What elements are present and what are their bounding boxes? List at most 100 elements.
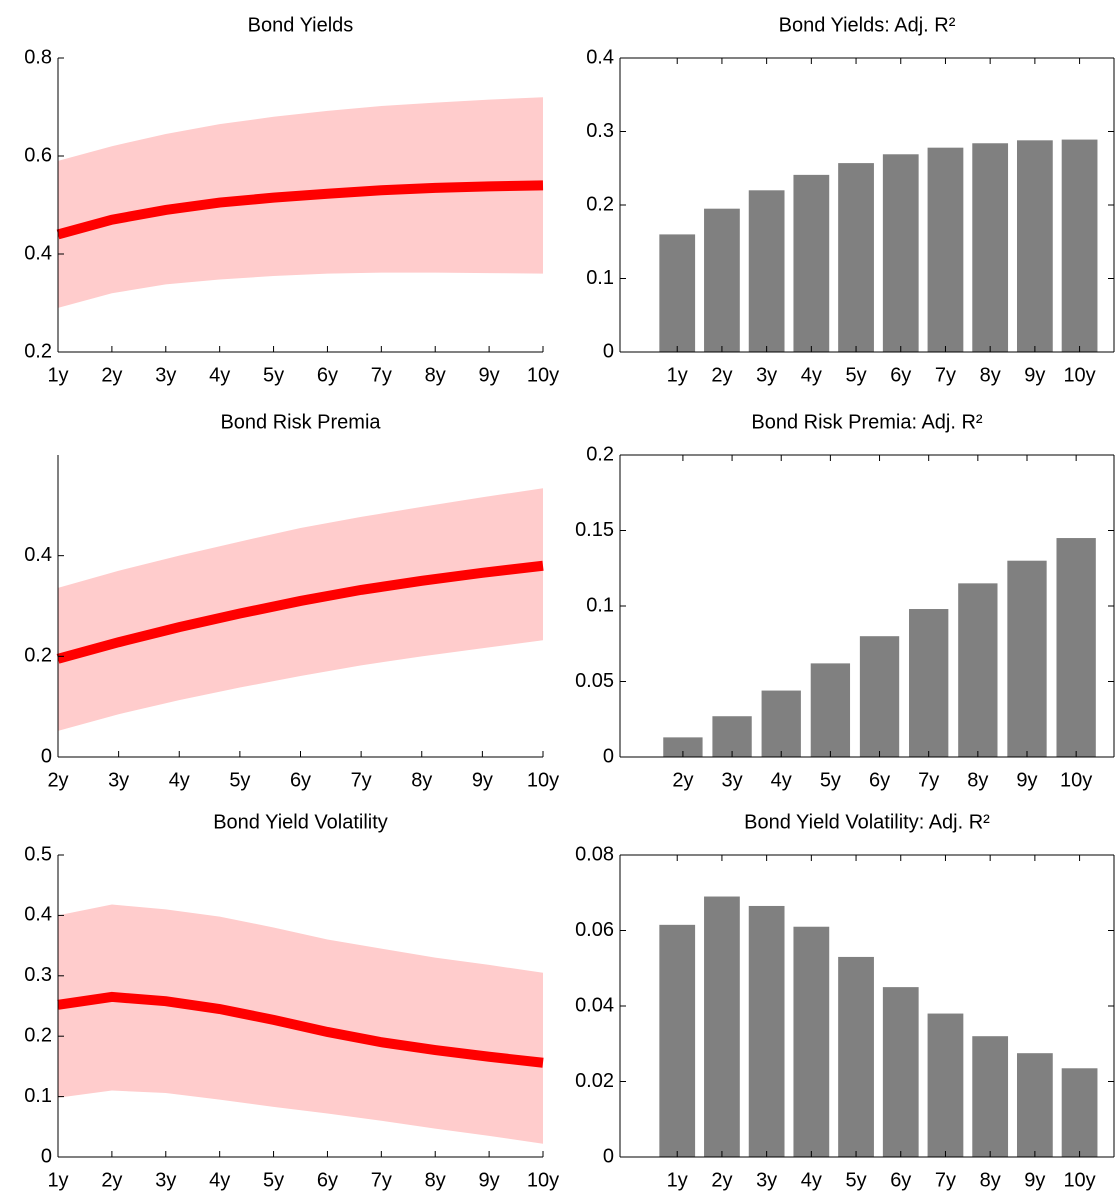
x-tick-label: 10y: [1060, 769, 1092, 791]
y-tick-label: 0.4: [586, 46, 614, 68]
x-tick-label: 5y: [845, 364, 866, 386]
x-tick-label: 8y: [425, 364, 446, 386]
bar: [927, 1013, 964, 1157]
x-tick-label: 5y: [820, 769, 841, 791]
x-tick-label: 8y: [967, 769, 988, 791]
chart-title: Bond Risk Premia: Adj. R²: [751, 411, 983, 433]
y-tick-label: 0.08: [575, 843, 614, 865]
x-tick-label: 6y: [890, 1169, 911, 1191]
y-tick-label: 0.1: [586, 594, 614, 616]
x-tick-label: 5y: [263, 364, 284, 386]
bar: [761, 690, 801, 757]
x-tick-label: 10y: [1063, 1169, 1095, 1191]
y-tick-label: 0.2: [24, 1024, 52, 1046]
bar: [1061, 139, 1098, 352]
y-tick-label: 0: [41, 1145, 52, 1167]
y-tick-label: 0.2: [24, 645, 52, 667]
bar: [838, 956, 874, 1157]
y-tick-label: 0.15: [575, 519, 614, 541]
y-tick-label: 0.05: [575, 670, 614, 692]
x-tick-label: 4y: [771, 769, 792, 791]
bar: [1016, 1053, 1053, 1157]
x-tick-label: 4y: [801, 1169, 822, 1191]
bar: [882, 987, 919, 1157]
line: [56, 180, 544, 240]
x-tick-label: 8y: [980, 1169, 1001, 1191]
x-tick-label: 10y: [527, 364, 559, 386]
y-tick-label: 0.1: [24, 1085, 52, 1107]
x-tick-label: 6y: [890, 364, 911, 386]
x-tick-label: 9y: [1024, 1169, 1045, 1191]
x-tick-label: 7y: [918, 769, 939, 791]
line: [57, 991, 544, 1068]
bar: [927, 147, 964, 352]
x-tick-label: 5y: [263, 1169, 284, 1191]
bar: [659, 234, 696, 352]
bar: [1056, 538, 1096, 757]
bar: [972, 1036, 1009, 1157]
bar: [838, 163, 874, 352]
x-tick-label: 4y: [209, 364, 230, 386]
bar: [1061, 1068, 1098, 1157]
x-tick-label: 8y: [425, 1169, 446, 1191]
x-tick-label: 5y: [229, 769, 250, 791]
bar: [793, 174, 830, 352]
bar: [972, 143, 1009, 352]
x-tick-label: 9y: [479, 1169, 500, 1191]
y-tick-label: 0.4: [24, 904, 52, 926]
bar: [1016, 140, 1053, 352]
x-tick-label: 2y: [711, 364, 732, 386]
bar: [704, 208, 740, 352]
y-tick-label: 0: [603, 1145, 614, 1167]
x-tick-label: 1y: [47, 364, 68, 386]
x-tick-label: 7y: [935, 1169, 956, 1191]
bar: [810, 663, 851, 757]
x-tick-label: 7y: [935, 364, 956, 386]
confidence-band: [58, 488, 543, 731]
x-tick-label: 1y: [667, 364, 688, 386]
y-tick-label: 0.1: [586, 267, 614, 289]
x-tick-label: 2y: [672, 769, 693, 791]
bar: [663, 737, 703, 757]
x-tick-label: 7y: [371, 1169, 392, 1191]
x-tick-label: 3y: [756, 1169, 777, 1191]
y-tick-label: 0.2: [24, 340, 52, 362]
bar: [859, 636, 900, 757]
y-tick-label: 0.04: [575, 994, 614, 1016]
chart-title: Bond Risk Premia: [220, 411, 381, 433]
bar: [909, 609, 949, 757]
y-tick-label: 0.02: [575, 1070, 614, 1092]
chart-title: Bond Yield Volatility: [213, 811, 388, 833]
x-tick-label: 1y: [667, 1169, 688, 1191]
x-tick-label: 5y: [845, 1169, 866, 1191]
x-tick-label: 8y: [411, 769, 432, 791]
y-tick-label: 0.8: [24, 46, 52, 68]
x-tick-label: 10y: [1063, 364, 1095, 386]
y-tick-label: 0: [603, 745, 614, 767]
x-tick-label: 1y: [47, 1169, 68, 1191]
x-tick-label: 4y: [801, 364, 822, 386]
x-tick-label: 2y: [101, 1169, 122, 1191]
x-tick-label: 9y: [1024, 364, 1045, 386]
bar: [659, 924, 696, 1157]
y-tick-label: 0.2: [586, 193, 614, 215]
y-tick-label: 0.3: [24, 964, 52, 986]
y-tick-label: 0.2: [586, 443, 614, 465]
y-tick-label: 0: [41, 745, 52, 767]
confidence-band: [58, 97, 543, 308]
x-tick-label: 3y: [722, 769, 743, 791]
y-tick-label: 0.4: [24, 544, 52, 566]
x-tick-label: 3y: [155, 364, 176, 386]
x-tick-label: 6y: [290, 769, 311, 791]
x-tick-label: 6y: [869, 769, 890, 791]
bar: [1007, 560, 1047, 757]
chart-title: Bond Yields: Adj. R²: [779, 14, 956, 36]
x-tick-label: 4y: [169, 769, 190, 791]
bar: [958, 583, 998, 757]
x-tick-label: 10y: [527, 769, 559, 791]
y-tick-label: 0: [603, 340, 614, 362]
x-tick-label: 2y: [47, 769, 68, 791]
x-tick-label: 10y: [527, 1169, 559, 1191]
bar: [882, 154, 919, 352]
bar: [704, 896, 740, 1157]
